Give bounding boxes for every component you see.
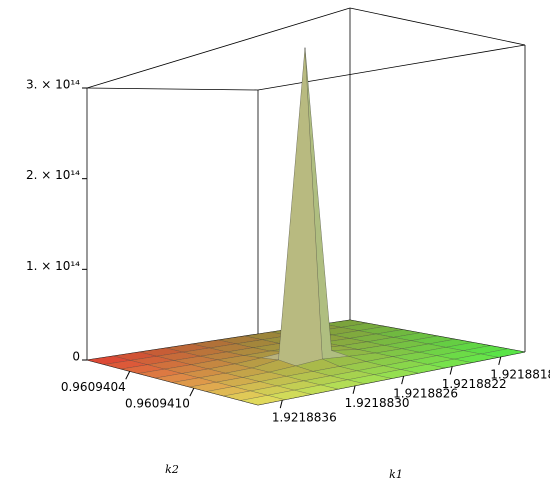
z-tick-label: 3. × 10¹⁴: [26, 78, 80, 92]
y-tick-label: 0.9609404: [61, 380, 126, 394]
surface-cell: [240, 395, 285, 406]
z-tick-label: 0: [72, 350, 80, 364]
x-axis-label: k1: [389, 468, 403, 481]
x-tick-label: 1.9218818: [490, 367, 550, 381]
box-edge: [86, 87, 259, 91]
x-tick-label: 1.9218826: [393, 387, 458, 401]
x-tick: [449, 366, 453, 375]
x-tick-label: 1.9218822: [442, 377, 507, 391]
y-axis-label: k2: [165, 463, 179, 476]
box-edge: [257, 44, 526, 91]
box-edge: [349, 7, 526, 46]
x-tick-label: 1.9218830: [345, 396, 410, 410]
y-tick: [125, 371, 131, 380]
x-tick: [401, 375, 405, 385]
y-tick: [189, 387, 195, 397]
z-tick-label: 1. × 10¹⁴: [26, 259, 80, 273]
z-tick-label: 2. × 10¹⁴: [26, 168, 80, 182]
x-tick: [279, 400, 283, 409]
x-tick: [352, 385, 356, 394]
x-tick-label: 1.9218836: [272, 411, 337, 425]
x-tick: [498, 356, 502, 365]
y-tick-label: 0.9609410: [125, 397, 190, 411]
box-edge: [86, 7, 351, 89]
